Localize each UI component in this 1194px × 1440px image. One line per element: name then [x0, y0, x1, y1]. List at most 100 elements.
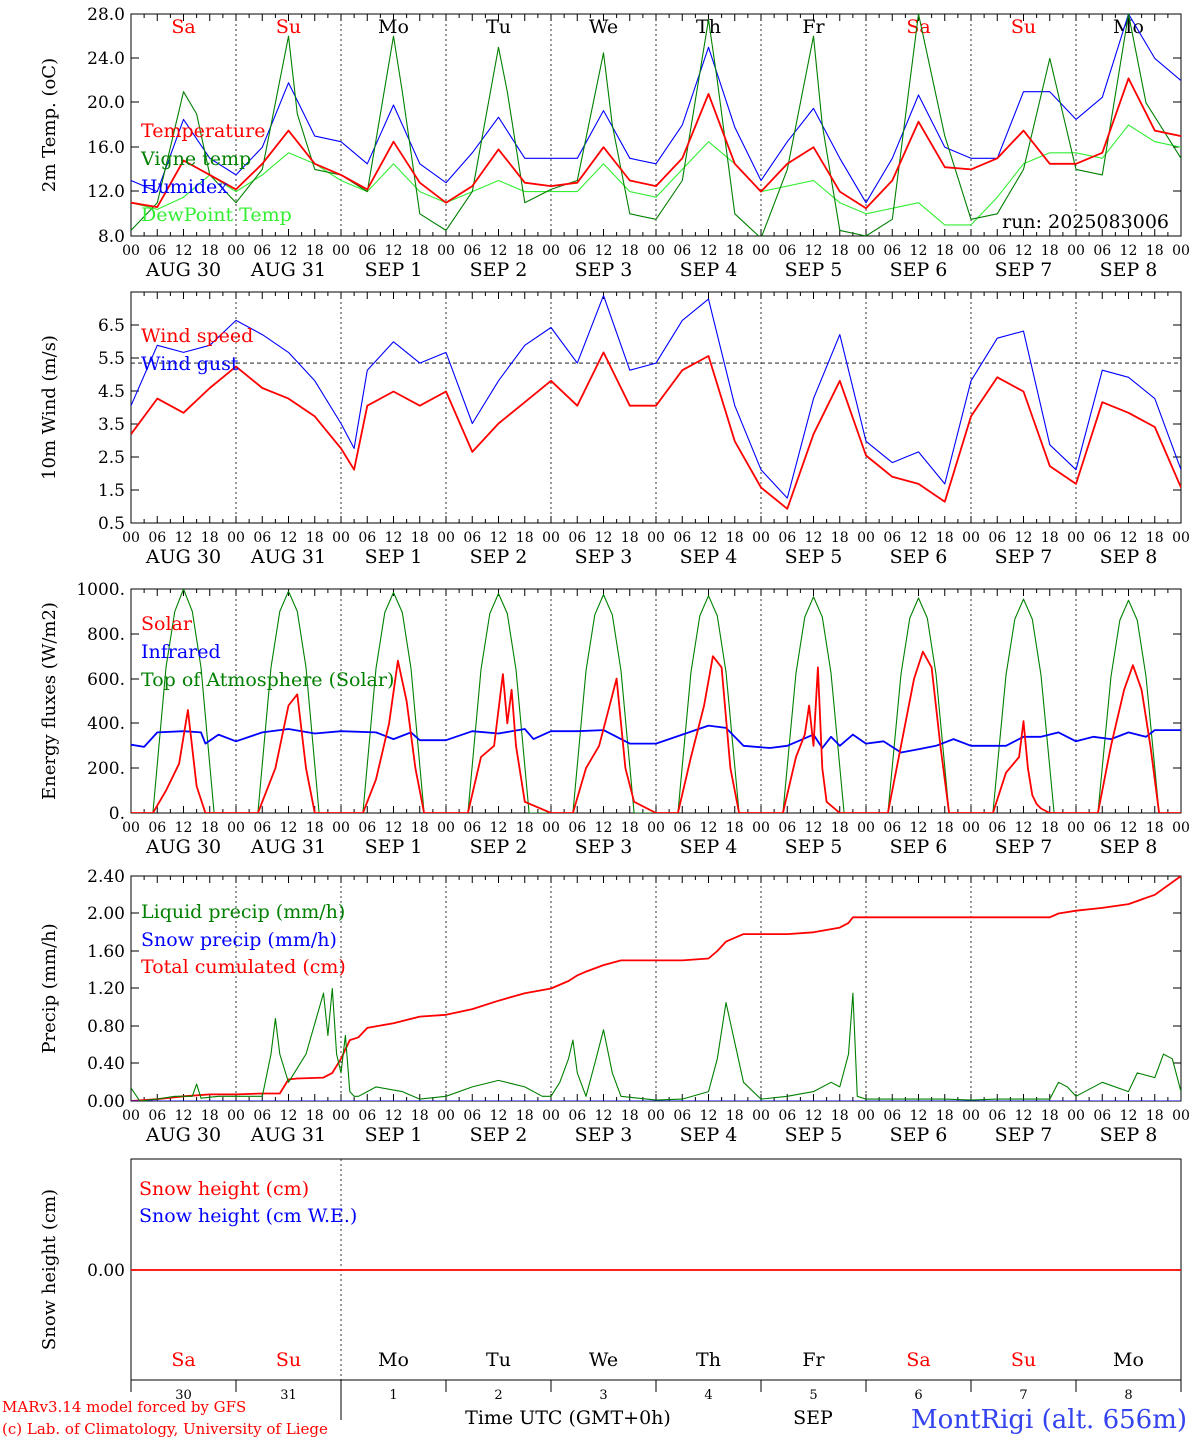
date-label: SEP 8 — [1100, 546, 1158, 568]
day-number-label: 30 — [175, 1388, 192, 1403]
hour-tick-label: 12 — [1015, 530, 1033, 546]
hour-tick-label: 06 — [463, 243, 481, 259]
date-label: SEP 7 — [995, 836, 1053, 858]
hour-tick-label: 12 — [280, 243, 298, 259]
date-label: SEP 1 — [365, 546, 423, 568]
weekday-label: We — [589, 16, 618, 38]
hour-tick-label: 00 — [752, 820, 770, 836]
hour-tick-label: 18 — [1146, 1108, 1164, 1124]
date-label: SEP 5 — [785, 546, 843, 568]
date-label: SEP 6 — [890, 836, 948, 858]
hour-tick-label: 06 — [568, 1108, 586, 1124]
hour-tick-label: 12 — [910, 1108, 928, 1124]
weekday-label: Mo — [378, 16, 409, 38]
hour-tick-label: 06 — [253, 530, 271, 546]
hour-tick-label: 06 — [778, 820, 796, 836]
hour-tick-label: 12 — [595, 820, 613, 836]
day-number-label: 3 — [599, 1388, 607, 1403]
hour-tick-label: 00 — [332, 530, 350, 546]
hour-tick-label: 00 — [857, 1108, 875, 1124]
day-number-label: 6 — [914, 1388, 922, 1403]
hour-tick-label: 06 — [1093, 530, 1111, 546]
hour-tick-label: 12 — [385, 243, 403, 259]
ytick-label: 16.0 — [87, 138, 125, 158]
hour-tick-label: 18 — [621, 530, 639, 546]
hour-tick-label: 06 — [358, 243, 376, 259]
hour-tick-label: 18 — [201, 243, 219, 259]
hour-tick-label: 00 — [857, 243, 875, 259]
weekday-label: Sa — [906, 16, 930, 38]
date-label: SEP 8 — [1100, 836, 1158, 858]
hour-tick-label: 06 — [463, 820, 481, 836]
hour-tick-label: 18 — [411, 243, 429, 259]
run-label: run: 2025083006 — [1002, 211, 1169, 233]
hour-tick-label: 18 — [831, 530, 849, 546]
hour-tick-label: 06 — [988, 530, 1006, 546]
hour-tick-label: 06 — [988, 1108, 1006, 1124]
panel-2: 0.5 1.5 2.5 3.5 4.5 5.5 6.5 10m Wind (m/s) 00 06 1… — [39, 291, 1190, 568]
panel-4: 0.00 0.40 0.80 1.20 1.60 2.00 2.40 Precip (mm/h… — [39, 867, 1190, 1146]
hour-tick-label: 00 — [122, 243, 140, 259]
weekday-label: Mo — [1113, 1349, 1144, 1371]
hour-tick-label: 12 — [700, 243, 718, 259]
hour-tick-label: 12 — [1120, 530, 1138, 546]
hour-tick-label: 06 — [358, 820, 376, 836]
legend-entry: Total cumulated (cm) — [141, 956, 346, 978]
hour-tick-label: 06 — [988, 243, 1006, 259]
hour-tick-label: 18 — [726, 820, 744, 836]
hour-tick-label: 18 — [726, 243, 744, 259]
date-label: SEP 3 — [575, 836, 633, 858]
hour-tick-label: 00 — [332, 820, 350, 836]
hour-tick-label: 18 — [516, 530, 534, 546]
day-number-label: 31 — [280, 1388, 297, 1403]
weekday-label: Tu — [486, 16, 511, 38]
panel-1: 8.0 12.0 16.0 20.0 24.0 28.0 2m Temp. (oC) 00 06… — [39, 5, 1190, 281]
day-number-label: 2 — [494, 1388, 502, 1403]
hour-tick-label: 18 — [516, 1108, 534, 1124]
hour-tick-label: 06 — [148, 1108, 166, 1124]
date-label: SEP 5 — [785, 1124, 843, 1146]
hour-tick-label: 12 — [385, 530, 403, 546]
hour-tick-label: 00 — [542, 530, 560, 546]
hour-tick-label: 18 — [831, 1108, 849, 1124]
series-line-humidex — [131, 14, 1181, 204]
hour-tick-label: 06 — [673, 530, 691, 546]
hour-tick-label: 18 — [1146, 820, 1164, 836]
hour-tick-label: 06 — [568, 820, 586, 836]
series-line-top-of-atmosphere-solar — [131, 589, 1181, 813]
hour-tick-label: 12 — [175, 243, 193, 259]
ytick-label: 0.40 — [87, 1054, 125, 1074]
series-group — [131, 876, 1181, 1101]
hour-tick-label: 18 — [411, 820, 429, 836]
series-group — [131, 14, 1181, 236]
date-label: SEP 6 — [890, 259, 948, 281]
hour-tick-label: 18 — [306, 530, 324, 546]
date-label: SEP 7 — [995, 546, 1053, 568]
hour-tick-label: 12 — [910, 820, 928, 836]
hour-tick-label: 18 — [936, 1108, 954, 1124]
hour-tick-label: 00 — [962, 243, 980, 259]
hour-tick-label: 00 — [542, 243, 560, 259]
hour-tick-label: 06 — [988, 820, 1006, 836]
hour-tick-label: 12 — [1015, 243, 1033, 259]
ytick-label: 24.0 — [87, 49, 125, 69]
hour-tick-label: 18 — [411, 1108, 429, 1124]
hour-tick-label: 12 — [1120, 820, 1138, 836]
weekday-label: Su — [1011, 1349, 1036, 1371]
hour-tick-label: 00 — [122, 1108, 140, 1124]
ytick-label: 2.5 — [98, 448, 125, 468]
hour-tick-label: 12 — [175, 1108, 193, 1124]
hour-tick-label: 00 — [1067, 530, 1085, 546]
ytick-label: 800. — [87, 625, 125, 645]
ytick-label: 1.20 — [87, 979, 125, 999]
date-label: SEP 5 — [785, 259, 843, 281]
hour-tick-label: 06 — [148, 530, 166, 546]
legend-entry: Liquid precip (mm/h) — [141, 901, 345, 923]
hour-tick-label: 18 — [621, 243, 639, 259]
ytick-label: 600. — [87, 670, 125, 690]
hour-tick-label: 00 — [1067, 243, 1085, 259]
ytick-label: 4.5 — [98, 382, 125, 402]
hour-tick-label: 00 — [857, 530, 875, 546]
hour-tick-label: 12 — [490, 243, 508, 259]
hour-tick-label: 00 — [1172, 243, 1190, 259]
